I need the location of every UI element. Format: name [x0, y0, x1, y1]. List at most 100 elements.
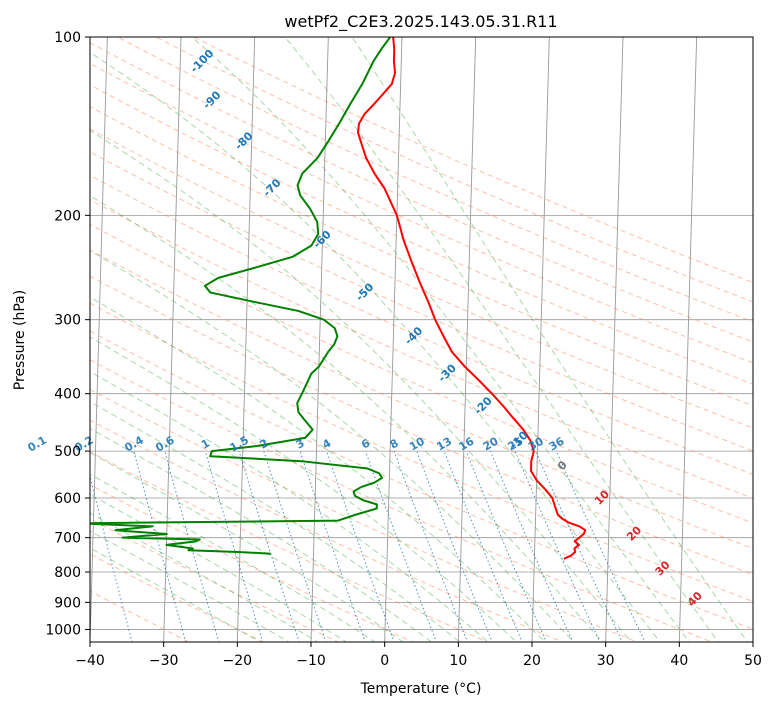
x-tick-label: −40	[75, 653, 105, 669]
mixing-ratio-line	[204, 450, 264, 642]
height-label: -40	[402, 324, 425, 347]
mixing-ratio-line	[514, 450, 601, 642]
height-label: -70	[260, 176, 283, 199]
height-label: 0	[555, 458, 570, 473]
dry-adiabat-line	[90, 199, 753, 499]
isotherm-line	[678, 37, 698, 642]
isotherm-line	[457, 37, 477, 642]
plot-frame	[89, 36, 754, 643]
dry-adiabat-line	[90, 223, 753, 524]
mixing-ratio-line	[238, 450, 300, 642]
moist-adiabat-line	[191, 37, 690, 642]
mixing-ratio-line	[489, 450, 574, 642]
dry-adiabat-line	[90, 84, 753, 385]
dry-adiabat-line	[90, 42, 753, 343]
y-tick-label: 600	[54, 491, 81, 507]
y-tick-label: 800	[54, 565, 81, 581]
y-tick-label: 300	[54, 313, 81, 329]
x-axis-label: Temperature (°C)	[360, 681, 482, 697]
mixing-ratio-line	[555, 450, 646, 642]
moist-adiabat-line	[284, 37, 719, 642]
dry-adiabat-line	[90, 275, 753, 576]
moist-adiabat-line	[90, 250, 575, 642]
mixing-ratio-label: 4	[320, 436, 333, 451]
isotherm-line	[605, 37, 624, 642]
isotherm-line	[531, 37, 550, 642]
height-label: -30	[436, 361, 459, 384]
dry-adiabat-line	[90, 330, 753, 630]
dry-adiabat-line	[90, 484, 415, 642]
mixing-ratio-label: 1	[199, 437, 212, 452]
background-lines	[90, 37, 753, 642]
mixing-ratio-line	[326, 450, 395, 642]
moist-adiabat-line	[90, 401, 461, 642]
height-label: -90	[200, 88, 223, 111]
dry-adiabat-line	[90, 590, 190, 642]
x-axis: −40 −30 −20 −10 0 10 20 30 40 50	[75, 642, 762, 669]
isotherm-line	[384, 37, 403, 642]
mixing-ratio-line	[465, 450, 547, 642]
moist-adiabat-line	[90, 195, 603, 642]
isotherm-line	[236, 37, 256, 642]
x-tick-label: 40	[670, 653, 688, 669]
isotherm-line	[163, 37, 182, 642]
mixing-ratio-label: 0.1	[26, 434, 49, 455]
moist-adiabat-line	[351, 37, 749, 642]
mixing-ratio-line	[443, 450, 523, 642]
mixing-ratio-line	[535, 450, 623, 642]
y-tick-label: 100	[54, 30, 81, 46]
dry-adiabat-line	[90, 553, 265, 642]
chart-title: wetPf2_C2E3.2025.143.05.31.R11	[284, 12, 557, 32]
height-label: -20	[472, 394, 495, 417]
x-tick-label: −10	[296, 653, 326, 669]
dry-adiabat-line	[90, 62, 753, 364]
dry-adiabat-line	[116, 37, 753, 323]
mixing-ratio-line	[90, 474, 133, 642]
moist-adiabat-line	[90, 512, 319, 642]
y-axis: 100 200 300 400 500 600 700 800 900 1000	[45, 30, 90, 638]
dry-adiabat-line	[90, 128, 753, 429]
height-label: 20	[624, 523, 644, 543]
x-tick-label: −30	[149, 653, 179, 669]
x-tick-label: −20	[223, 653, 253, 669]
moist-adiabat-line	[90, 473, 376, 642]
dry-adiabat-line	[90, 175, 753, 475]
moist-adiabat-line	[90, 51, 661, 642]
y-tick-label: 500	[54, 444, 81, 460]
moist-adiabat-line	[90, 493, 348, 642]
x-tick-label: 10	[449, 653, 467, 669]
mixing-ratio-line	[416, 450, 493, 642]
y-axis-label: Pressure (hPa)	[12, 290, 28, 390]
moist-adiabat-line	[90, 547, 262, 642]
dry-adiabat-line	[90, 151, 753, 452]
mixing-ratio-line	[393, 450, 469, 642]
moist-adiabat-line	[90, 130, 632, 642]
moist-adiabat-line	[90, 336, 518, 642]
dry-adiabat-line	[90, 302, 753, 603]
dry-adiabat-line	[90, 249, 753, 550]
y-tick-label: 1000	[45, 622, 81, 638]
mixing-ratio-label: 10	[407, 434, 427, 453]
isotherm-line	[310, 37, 329, 642]
mixing-ratio-label: 16	[457, 434, 477, 453]
dry-adiabat-line	[90, 451, 489, 642]
dry-adiabat-line	[154, 37, 753, 303]
y-tick-label: 900	[54, 595, 81, 611]
mixing-ratio-label: 36	[547, 434, 567, 453]
height-label: 40	[685, 589, 705, 609]
mixing-ratio-line	[133, 450, 187, 642]
x-tick-label: 0	[380, 653, 389, 669]
data-series	[90, 37, 587, 560]
y-tick-label: 400	[54, 387, 81, 403]
mixing-ratio-label: 13	[434, 435, 454, 454]
dewpoint-profile-line	[90, 37, 392, 555]
y-tick-label: 200	[54, 208, 81, 224]
mixing-ratio-label: 20	[481, 434, 501, 453]
y-tick-label: 700	[54, 531, 81, 547]
moist-adiabat-line	[90, 427, 433, 642]
mixing-ratio-line	[364, 450, 437, 642]
isotherm-line	[90, 37, 108, 642]
height-label: 30	[653, 558, 673, 578]
temperature-profile-line	[357, 37, 587, 560]
